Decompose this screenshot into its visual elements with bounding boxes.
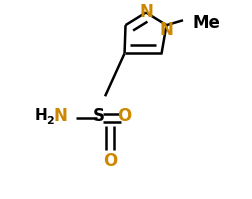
Text: H: H — [34, 108, 47, 123]
Text: O: O — [117, 107, 131, 125]
Text: N: N — [139, 3, 152, 21]
Text: Me: Me — [192, 14, 220, 32]
Text: N: N — [159, 21, 173, 39]
Text: N: N — [53, 107, 67, 125]
Text: S: S — [93, 107, 105, 125]
Text: 2: 2 — [46, 116, 54, 126]
Text: O: O — [102, 152, 117, 170]
